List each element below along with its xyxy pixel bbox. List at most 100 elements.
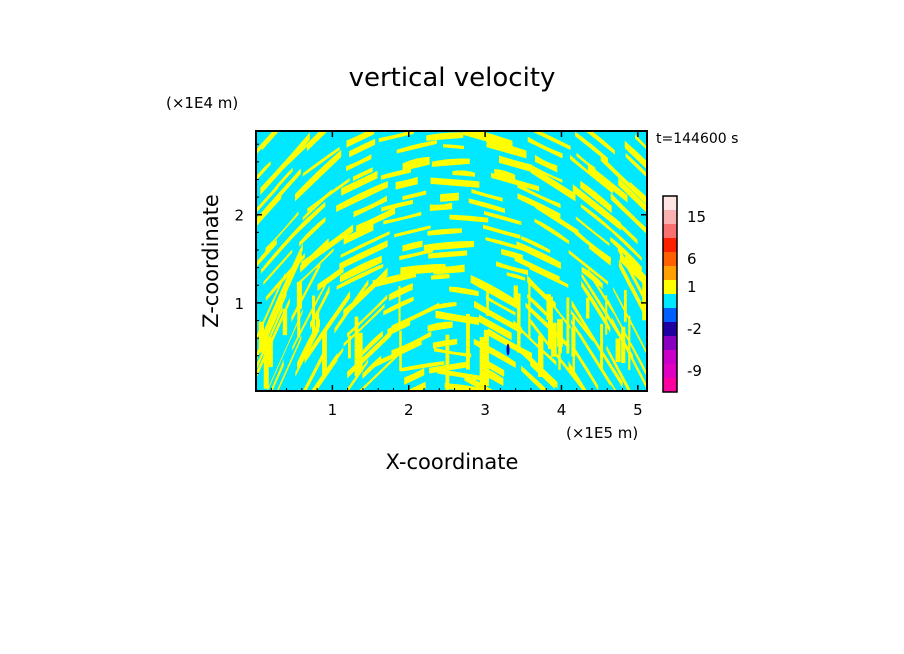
positive-velocity-streak bbox=[642, 281, 647, 321]
positive-velocity-band bbox=[624, 140, 647, 170]
positive-velocity-band bbox=[256, 161, 271, 182]
positive-velocity-band bbox=[341, 170, 378, 196]
positive-velocity-streak bbox=[572, 314, 575, 374]
positive-velocity-band bbox=[356, 206, 396, 233]
positive-velocity-band bbox=[631, 342, 647, 377]
positive-velocity-band bbox=[300, 238, 329, 273]
positive-velocity-streak bbox=[623, 290, 627, 322]
positive-velocity-band bbox=[430, 274, 450, 280]
colorbar-segment bbox=[663, 308, 677, 322]
colorbar-segment bbox=[663, 266, 677, 280]
x-tick-label: 2 bbox=[404, 401, 414, 419]
positive-velocity-streak bbox=[615, 338, 621, 363]
positive-velocity-band bbox=[513, 320, 557, 366]
colorbar-segment bbox=[663, 364, 677, 378]
positive-velocity-streak bbox=[547, 296, 553, 350]
positive-velocity-band bbox=[429, 202, 453, 212]
positive-velocity-band bbox=[571, 343, 599, 391]
positive-velocity-band bbox=[339, 255, 382, 283]
positive-velocity-streak bbox=[445, 334, 450, 391]
positive-velocity-band bbox=[260, 216, 309, 274]
y-axis-label: Z-coordinate bbox=[199, 194, 223, 328]
positive-velocity-band bbox=[346, 131, 375, 148]
positive-velocity-band bbox=[569, 154, 614, 194]
positive-velocity-band bbox=[265, 211, 299, 252]
positive-velocity-band bbox=[396, 140, 437, 154]
positive-velocity-band bbox=[479, 314, 512, 341]
y-axis-ticks: 12 bbox=[234, 143, 647, 374]
positive-velocity-band bbox=[606, 345, 632, 391]
positive-velocity-band bbox=[527, 136, 563, 159]
positive-velocity-band bbox=[629, 181, 647, 204]
positive-velocity-band bbox=[579, 331, 617, 391]
positive-velocity-streak bbox=[486, 285, 489, 316]
positive-velocity-streak bbox=[267, 337, 273, 368]
positive-velocity-band bbox=[485, 295, 516, 316]
positive-velocity-band bbox=[395, 176, 418, 190]
positive-velocity-band bbox=[295, 201, 326, 236]
colorbar-segment bbox=[663, 252, 677, 266]
positive-velocity-band bbox=[302, 189, 332, 221]
positive-velocity-band bbox=[607, 298, 647, 378]
positive-velocity-streak bbox=[322, 330, 327, 375]
positive-velocity-band bbox=[299, 217, 326, 247]
positive-velocity-band bbox=[618, 177, 647, 213]
positive-velocity-band bbox=[399, 247, 434, 261]
positive-velocity-streak bbox=[605, 295, 608, 335]
positive-velocity-band bbox=[404, 367, 425, 385]
positive-velocity-band bbox=[343, 303, 385, 347]
positive-velocity-band bbox=[534, 154, 558, 173]
x-axis-label: X-coordinate bbox=[386, 450, 519, 474]
positive-velocity-band bbox=[534, 218, 570, 245]
positive-velocity-band bbox=[610, 192, 647, 235]
positive-velocity-band bbox=[339, 240, 388, 270]
positive-velocity-band bbox=[587, 163, 628, 203]
positive-velocity-band bbox=[428, 250, 468, 259]
positive-velocity-band bbox=[535, 202, 579, 236]
plot-frame bbox=[255, 130, 648, 392]
y-tick-label: 2 bbox=[234, 207, 244, 225]
positive-velocity-band bbox=[256, 192, 282, 227]
positive-velocity-band bbox=[494, 169, 516, 180]
positive-velocity-band bbox=[430, 177, 480, 188]
positive-velocity-band bbox=[575, 131, 608, 163]
positive-velocity-band bbox=[530, 131, 571, 151]
positive-velocity-band bbox=[362, 355, 382, 380]
x-axis-ticks: 1 2 3 4 5 bbox=[270, 131, 643, 419]
positive-velocity-band bbox=[340, 231, 390, 258]
positive-velocity-band bbox=[380, 168, 411, 180]
colorbar-segment bbox=[663, 322, 677, 336]
colorbar-segment bbox=[663, 294, 677, 308]
positive-velocity-band bbox=[296, 248, 334, 287]
colorbar-label: 6 bbox=[687, 250, 697, 268]
positive-velocity-band bbox=[295, 328, 319, 377]
colorbar-segment bbox=[663, 196, 677, 210]
positive-velocity-streak bbox=[621, 326, 626, 363]
positive-velocity-band bbox=[580, 203, 612, 233]
positive-velocity-streak bbox=[263, 332, 269, 389]
positive-velocity-band bbox=[442, 144, 465, 150]
positive-velocity-band bbox=[388, 283, 413, 301]
positive-velocity-band bbox=[402, 156, 430, 172]
x-tick-label: 4 bbox=[557, 401, 567, 419]
positive-velocity-streak bbox=[312, 295, 316, 337]
positive-velocity-band bbox=[426, 132, 464, 141]
positive-velocity-band bbox=[517, 182, 561, 209]
positive-velocity-band bbox=[343, 222, 374, 245]
positive-velocity-band bbox=[406, 381, 426, 391]
positive-velocity-band bbox=[383, 211, 422, 225]
positive-velocity-band bbox=[349, 138, 376, 158]
y-unit-label: (×1E4 m) bbox=[166, 94, 238, 112]
positive-velocity-band bbox=[263, 288, 287, 348]
positive-velocity-streak bbox=[466, 313, 470, 370]
positive-velocity-streak bbox=[546, 294, 551, 320]
positive-velocity-band bbox=[400, 361, 445, 372]
positive-velocity-band bbox=[387, 318, 411, 337]
colorbar: -9 -2 1 6 15 bbox=[662, 195, 706, 393]
colorbar-label: 15 bbox=[687, 208, 706, 226]
positive-velocity-band bbox=[521, 365, 549, 391]
positive-velocity-band bbox=[292, 280, 327, 351]
colorbar-segment bbox=[663, 238, 677, 252]
positive-velocity-band bbox=[585, 131, 615, 155]
